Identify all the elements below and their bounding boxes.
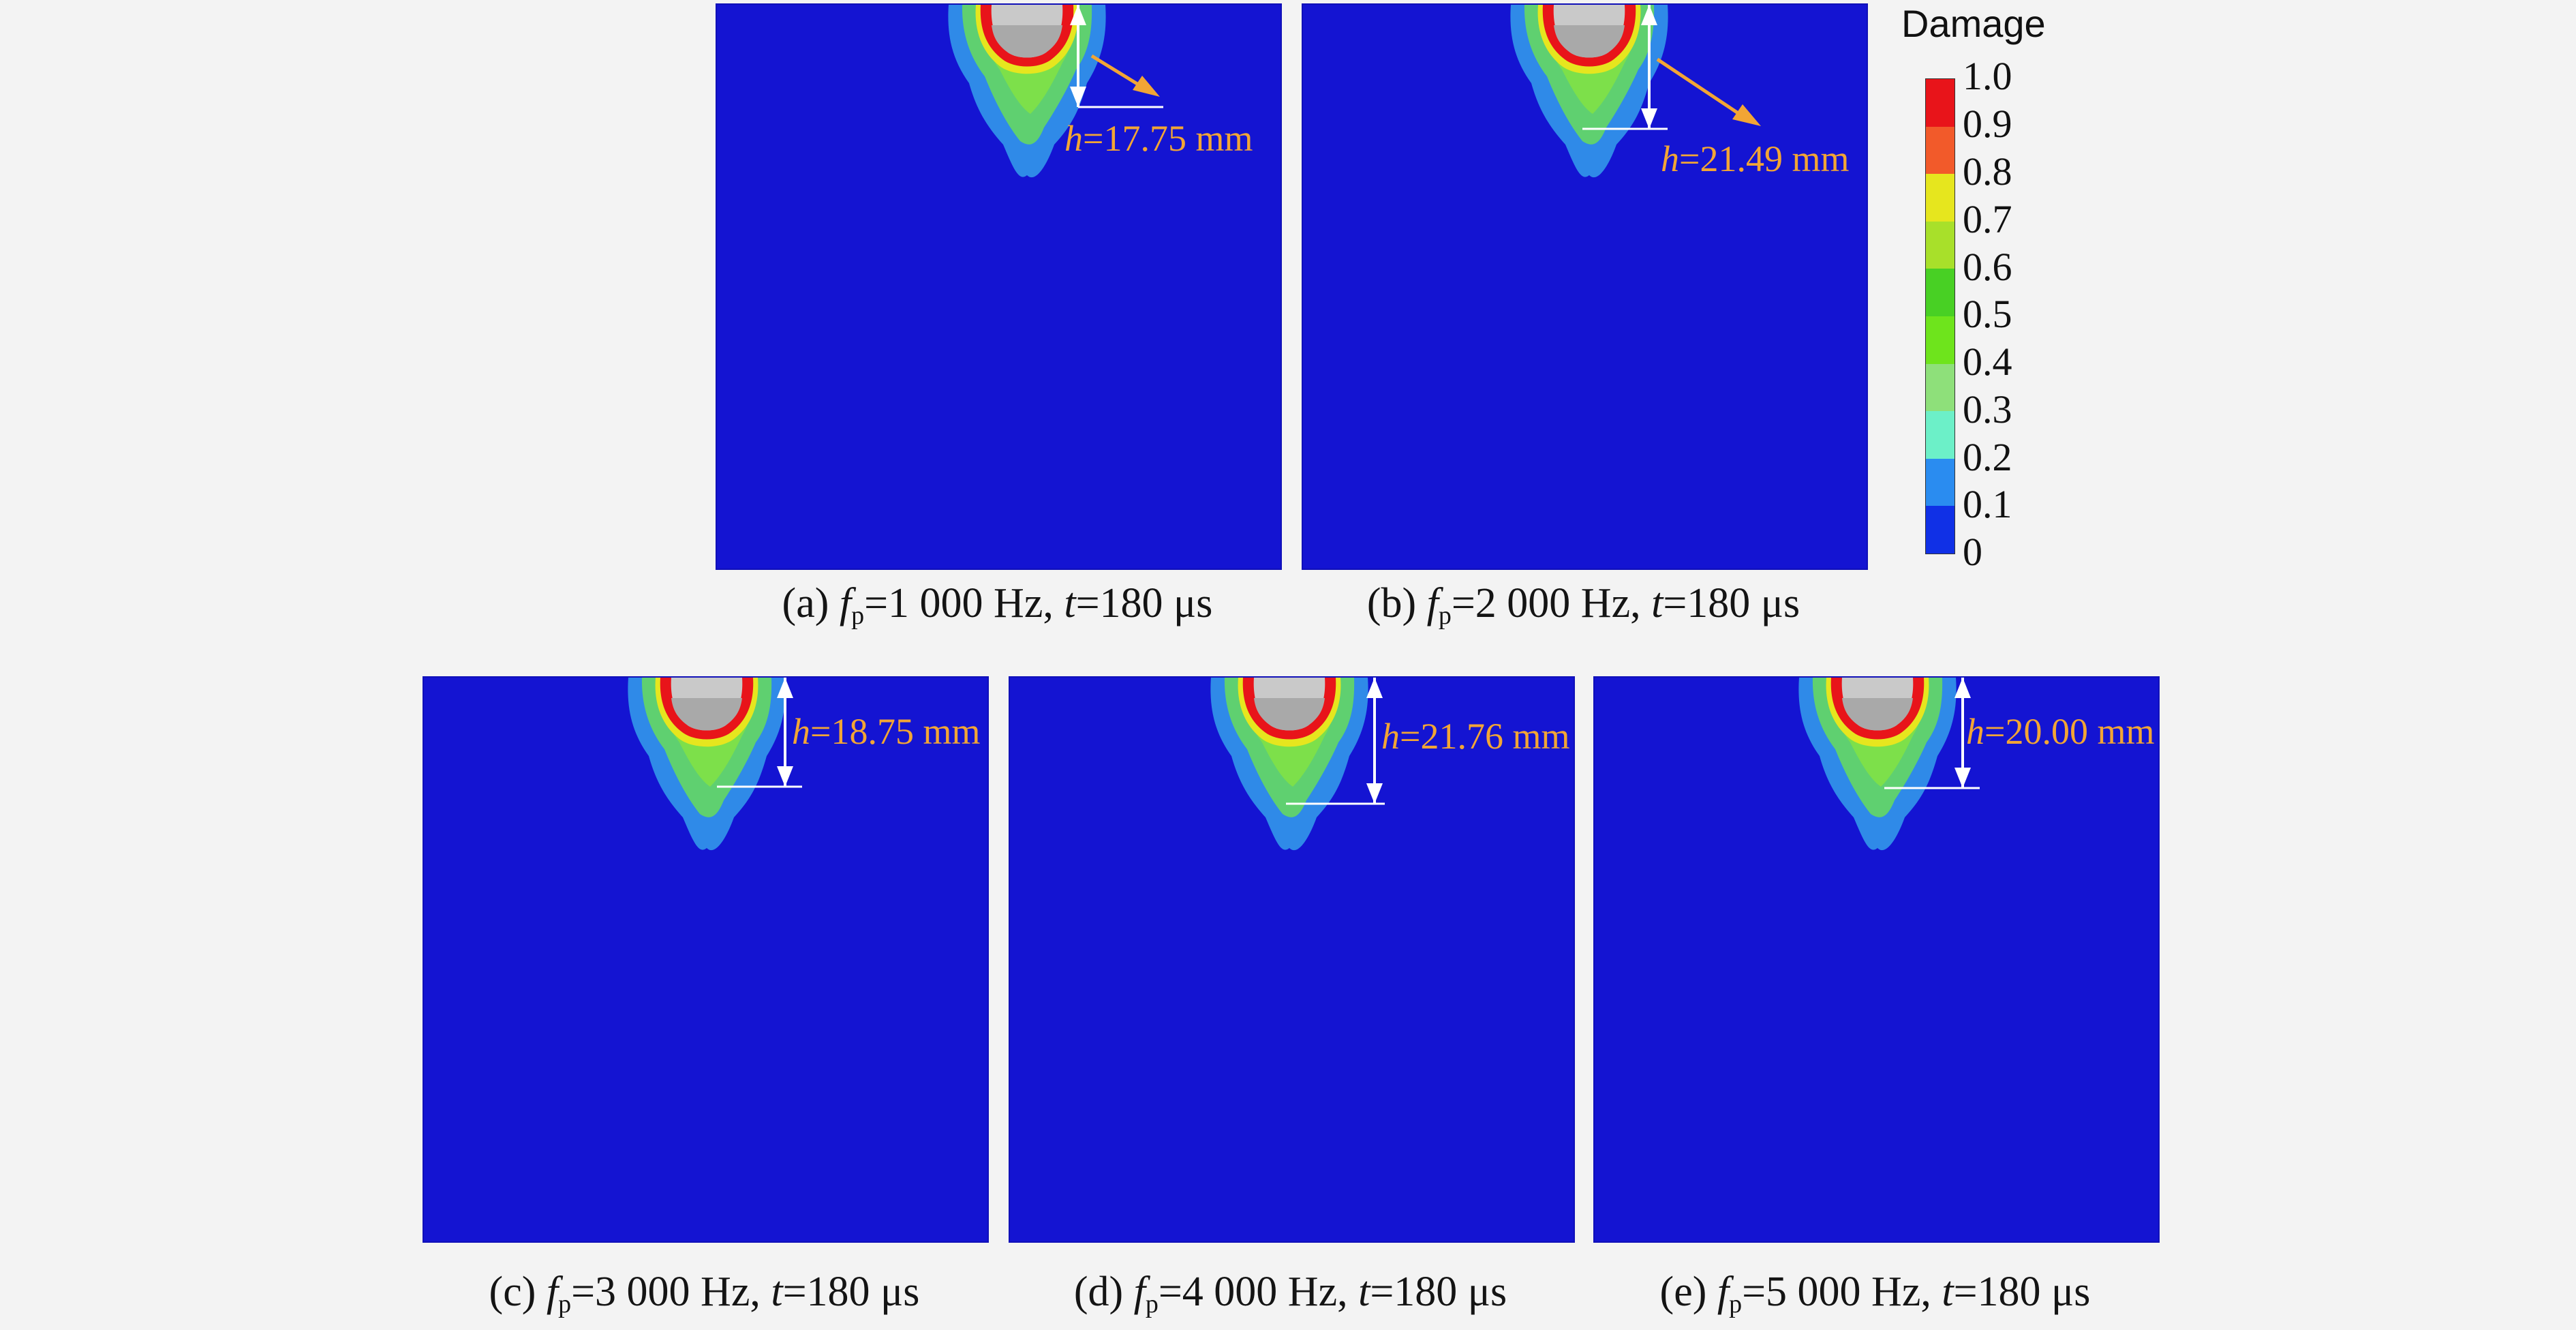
colorbar-segment [1926,506,1954,554]
legend-tick: 0.8 [1963,149,2012,194]
panel-a: h=17.75 mm [716,3,1282,570]
damage-colorbar [1925,78,1955,554]
legend-tick: 1.0 [1963,54,2012,98]
colorbar-segment [1926,316,1954,364]
legend-tick: 0.5 [1963,292,2012,336]
damage-contour-a [948,5,1163,178]
caption-d: (d) fp=4 000 Hz, t=180 μs [1073,1269,1507,1318]
colorbar-segment [1926,174,1954,222]
legend-tick: 0.2 [1963,435,2012,479]
legend-title: Damage [1901,2,2046,45]
colorbar-segment [1926,79,1954,127]
damage-contour-b [1510,5,1761,178]
legend-tick: 0.1 [1963,482,2012,526]
colorbar-segment [1926,126,1954,175]
colorbar-segment [1926,458,1954,507]
caption-a: (a) fp=1 000 Hz, t=180 μs [782,580,1213,630]
depth-label-c: h=18.75 mm [792,711,981,752]
legend-tick: 0 [1963,530,1982,574]
panel-d: h=21.76 mm [1009,676,1575,1243]
panel-e: h=20.00 mm [1593,676,2160,1243]
caption-b: (b) fp=2 000 Hz, t=180 μs [1366,580,1800,630]
panel-c: h=18.75 mm [423,676,989,1243]
caption-e: (e) fp=5 000 Hz, t=180 μs [1659,1269,2091,1318]
legend-tick: 0.6 [1963,245,2012,289]
colorbar-segment [1926,221,1954,269]
depth-label-e: h=20.00 mm [1966,711,2155,752]
depth-label-a: h=17.75 mm [1064,118,1253,159]
panel-b: h=21.49 mm [1302,3,1868,570]
colorbar-segment [1926,269,1954,316]
colorbar-segment [1926,411,1954,459]
legend-tick: 0.3 [1963,387,2012,432]
caption-c: (c) fp=3 000 Hz, t=180 μs [489,1269,920,1318]
damage-contour-c [628,678,802,851]
legend-tick: 0.9 [1963,102,2012,146]
depth-label-d: h=21.76 mm [1381,716,1570,757]
damage-contour-e [1798,678,1980,851]
legend-tick: 0.4 [1963,339,2012,384]
colorbar-segment [1926,363,1954,412]
legend-tick: 0.7 [1963,197,2012,241]
depth-label-b: h=21.49 mm [1661,138,1850,179]
damage-contour-d [1210,678,1385,851]
